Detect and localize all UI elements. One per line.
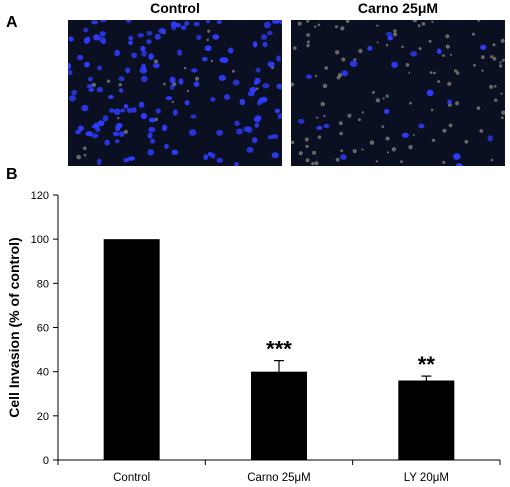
significance-marker: **: [418, 352, 436, 377]
y-tick-label: 120: [31, 190, 49, 202]
carno-image-title: Carno 25μM: [357, 0, 439, 16]
bar-2: [251, 371, 307, 460]
cell-invasion-bar-chart: 0 20 40 60 80 100 120 Cell Invasion (% of contr…: [6, 190, 501, 484]
control-micrograph: [68, 20, 282, 166]
carno-micrograph: [291, 20, 505, 166]
x-category-label: LY 20μM: [404, 472, 449, 484]
panel-b-label: B: [6, 166, 18, 183]
panel-a-label: A: [6, 14, 18, 31]
y-tick-label: 0: [43, 455, 49, 467]
micrograph-nuclei: [68, 20, 282, 166]
micrograph-nuclei: [291, 20, 505, 166]
y-axis-title: Cell Invasion (% of control): [6, 237, 22, 417]
y-tick-label: 40: [37, 367, 49, 379]
control-image-title: Control: [150, 0, 200, 16]
bar-3: [398, 380, 455, 460]
y-tick-label: 60: [37, 323, 49, 335]
significance-marker: ***: [266, 337, 292, 362]
y-tick-label: 100: [31, 234, 49, 246]
y-tick-label: 20: [37, 411, 49, 423]
x-category-label: Control: [113, 472, 150, 484]
bar-1: [103, 239, 160, 460]
y-tick-label: 80: [37, 278, 49, 290]
x-category-label: Carno 25μM: [247, 472, 311, 484]
